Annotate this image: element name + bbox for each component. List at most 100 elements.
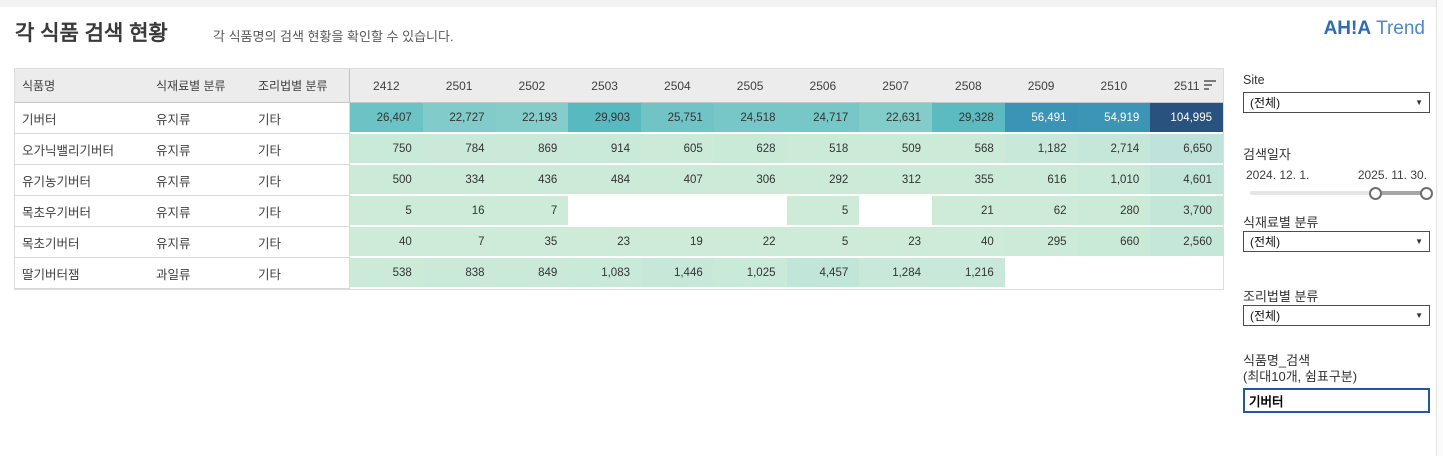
- heatmap-value-cell[interactable]: 334: [422, 165, 496, 196]
- heatmap-value-cell[interactable]: 16: [422, 196, 496, 227]
- heatmap-value-cell[interactable]: 22,193: [495, 103, 569, 134]
- month-column-header[interactable]: 2510: [1100, 78, 1128, 93]
- heatmap-value-cell[interactable]: 4,457: [786, 258, 860, 289]
- cooking-dropdown[interactable]: (전체) ▼: [1243, 305, 1430, 326]
- month-column-header[interactable]: 2506: [809, 78, 837, 93]
- heatmap-value-cell[interactable]: 312: [859, 165, 932, 196]
- food-name-cell[interactable]: 유기농기버터: [15, 165, 149, 196]
- food-name-cell[interactable]: 기버터: [15, 103, 149, 134]
- heatmap-value-cell[interactable]: [1150, 258, 1223, 289]
- heatmap-value-cell[interactable]: 40: [932, 227, 1005, 258]
- heatmap-value-cell[interactable]: 484: [568, 165, 641, 196]
- cooking-category-cell[interactable]: 기타: [251, 103, 349, 134]
- heatmap-value-cell[interactable]: 23: [859, 227, 932, 258]
- heatmap-value-cell[interactable]: 568: [932, 134, 1005, 165]
- month-column-header[interactable]: 2508: [955, 78, 982, 93]
- month-column-header[interactable]: 2507: [882, 78, 909, 93]
- heatmap-value-cell[interactable]: [568, 196, 641, 227]
- ingredient-category-cell[interactable]: 과일류: [149, 258, 251, 289]
- month-column-header[interactable]: 2511: [1173, 78, 1200, 93]
- heatmap-value-cell[interactable]: 500: [350, 165, 423, 196]
- heatmap-value-cell[interactable]: 295: [1004, 227, 1078, 258]
- heatmap-value-cell[interactable]: 1,182: [1004, 134, 1078, 165]
- heatmap-value-cell[interactable]: 5: [786, 196, 860, 227]
- heatmap-value-cell[interactable]: 29,328: [932, 103, 1005, 134]
- heatmap-value-cell[interactable]: 40: [350, 227, 423, 258]
- heatmap-value-cell[interactable]: 25,751: [641, 103, 714, 134]
- date-slider-track[interactable]: [1250, 191, 1428, 195]
- heatmap-value-cell[interactable]: 2,560: [1150, 227, 1223, 258]
- heatmap-value-cell[interactable]: 538: [350, 258, 423, 289]
- heatmap-value-cell[interactable]: 23: [568, 227, 641, 258]
- heatmap-value-cell[interactable]: [1077, 258, 1151, 289]
- date-slider-selected-range[interactable]: [1374, 191, 1428, 195]
- food-search-input[interactable]: [1243, 388, 1430, 413]
- cooking-category-cell[interactable]: 기타: [251, 196, 349, 227]
- heatmap-value-cell[interactable]: 5: [786, 227, 860, 258]
- heatmap-value-cell[interactable]: 605: [641, 134, 714, 165]
- heatmap-value-cell[interactable]: 29,903: [568, 103, 641, 134]
- ingredient-dropdown[interactable]: (전체) ▼: [1243, 231, 1430, 252]
- column-header-food-name[interactable]: 식품명: [22, 79, 56, 93]
- heatmap-value-cell[interactable]: 5: [350, 196, 423, 227]
- heatmap-value-cell[interactable]: 1,284: [859, 258, 932, 289]
- month-column-header[interactable]: 2502: [518, 78, 546, 93]
- column-header-ingredient-category[interactable]: 식재료별 분류: [156, 79, 226, 93]
- heatmap-value-cell[interactable]: [641, 196, 714, 227]
- heatmap-value-cell[interactable]: 19: [641, 227, 714, 258]
- column-header-cooking-category[interactable]: 조리법별 분류: [258, 79, 328, 93]
- heatmap-value-cell[interactable]: 355: [932, 165, 1005, 196]
- heatmap-value-cell[interactable]: 2,714: [1077, 134, 1151, 165]
- heatmap-value-cell[interactable]: 6,650: [1150, 134, 1223, 165]
- month-column-header[interactable]: 2509: [1027, 78, 1055, 93]
- heatmap-value-cell[interactable]: [713, 196, 787, 227]
- heatmap-value-cell[interactable]: 407: [641, 165, 714, 196]
- date-slider-handle-end[interactable]: [1420, 187, 1433, 200]
- heatmap-value-cell[interactable]: 62: [1004, 196, 1078, 227]
- month-column-header[interactable]: 2505: [736, 78, 764, 93]
- heatmap-value-cell[interactable]: 7: [422, 227, 496, 258]
- heatmap-value-cell[interactable]: 436: [495, 165, 569, 196]
- heatmap-value-cell[interactable]: 26,407: [350, 103, 423, 134]
- food-name-cell[interactable]: 목초기버터: [15, 227, 149, 258]
- heatmap-value-cell[interactable]: 280: [1077, 196, 1151, 227]
- heatmap-value-cell[interactable]: 914: [568, 134, 641, 165]
- heatmap-value-cell[interactable]: 292: [786, 165, 860, 196]
- heatmap-value-cell[interactable]: 838: [422, 258, 496, 289]
- cooking-category-cell[interactable]: 기타: [251, 134, 349, 165]
- cooking-category-cell[interactable]: 기타: [251, 227, 349, 258]
- heatmap-value-cell[interactable]: 1,446: [641, 258, 714, 289]
- heatmap-value-cell[interactable]: 4,601: [1150, 165, 1223, 196]
- heatmap-value-cell[interactable]: 7: [495, 196, 569, 227]
- ingredient-category-cell[interactable]: 유지류: [149, 227, 251, 258]
- heatmap-value-cell[interactable]: 518: [786, 134, 860, 165]
- heatmap-value-cell[interactable]: 616: [1004, 165, 1078, 196]
- sort-descending-icon[interactable]: [1204, 80, 1218, 92]
- heatmap-value-cell[interactable]: 21: [932, 196, 1005, 227]
- heatmap-value-cell[interactable]: 35: [495, 227, 569, 258]
- heatmap-value-cell[interactable]: 628: [713, 134, 787, 165]
- heatmap-value-cell[interactable]: 1,010: [1077, 165, 1151, 196]
- site-dropdown[interactable]: (전체) ▼: [1243, 92, 1430, 113]
- ingredient-category-cell[interactable]: 유지류: [149, 165, 251, 196]
- month-column-header[interactable]: 2503: [591, 78, 618, 93]
- heatmap-value-cell[interactable]: 306: [713, 165, 787, 196]
- heatmap-value-cell[interactable]: 3,700: [1150, 196, 1223, 227]
- heatmap-value-cell[interactable]: 1,083: [568, 258, 641, 289]
- heatmap-value-cell[interactable]: 54,919: [1077, 103, 1151, 134]
- heatmap-value-cell[interactable]: [1004, 258, 1078, 289]
- food-name-cell[interactable]: 딸기버터잼: [15, 258, 149, 289]
- heatmap-value-cell[interactable]: 22,727: [422, 103, 496, 134]
- heatmap-value-cell[interactable]: 24,518: [713, 103, 787, 134]
- heatmap-value-cell[interactable]: 104,995: [1150, 103, 1223, 134]
- heatmap-value-cell[interactable]: 1,025: [713, 258, 787, 289]
- heatmap-value-cell[interactable]: 509: [859, 134, 932, 165]
- heatmap-value-cell[interactable]: 750: [350, 134, 423, 165]
- heatmap-value-cell[interactable]: 660: [1077, 227, 1151, 258]
- ingredient-category-cell[interactable]: 유지류: [149, 103, 251, 134]
- heatmap-value-cell[interactable]: 869: [495, 134, 569, 165]
- month-column-header[interactable]: 2501: [445, 78, 473, 93]
- cooking-category-cell[interactable]: 기타: [251, 258, 349, 289]
- food-name-cell[interactable]: 오가닉밸리기버터: [15, 134, 149, 165]
- scrollbar-track[interactable]: [1436, 0, 1443, 456]
